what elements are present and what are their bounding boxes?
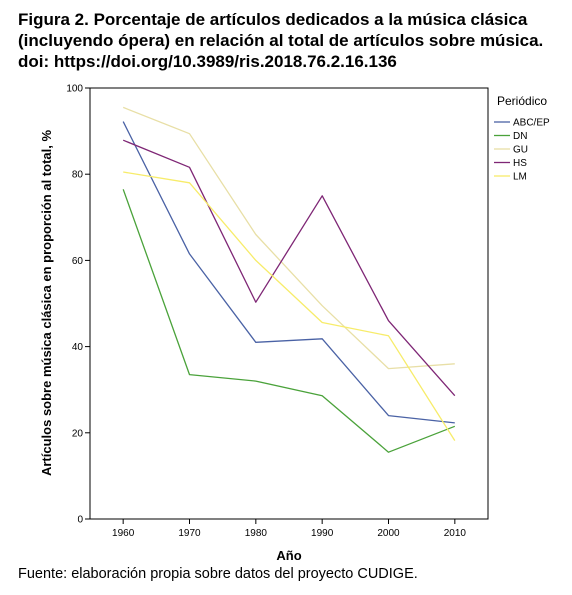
x-tick-label: 1980 [245,528,268,539]
x-tick-label: 1960 [112,528,135,539]
legend: Periódico ABC/EP DN GU HS LM [494,94,550,183]
x-axis-label: Año [276,548,301,563]
y-tick-label: 0 [77,515,83,526]
legend-title: Periódico [497,94,547,108]
y-tick-label: 20 [72,428,84,439]
x-tick-label: 1990 [311,528,334,539]
legend-label: GU [513,145,528,156]
series-line-hs [122,139,456,397]
y-tick-label: 40 [72,342,84,353]
y-tick-label: 80 [72,170,84,181]
series-line-abc-ep [122,121,455,424]
legend-label: DN [513,131,527,142]
x-tick-label: 2010 [444,528,467,539]
y-tick-label: 60 [72,256,84,267]
legend-label: HS [513,158,527,169]
series-lines [122,106,456,453]
plot-area [89,87,489,520]
y-axis-label: Artículos sobre música clásica en propor… [39,130,54,476]
legend-label: ABC/EP [513,118,550,129]
legend-label: LM [513,172,527,183]
series-line-dn [122,189,456,453]
y-tick-label: 100 [66,84,83,95]
x-tick-label: 1970 [178,528,201,539]
figure-source: Fuente: elaboración propia sobre datos d… [18,566,418,582]
series-line-gu [122,106,455,370]
figure-title: Figura 2. Porcentaje de artículos dedica… [18,10,544,71]
x-tick-label: 2000 [377,528,400,539]
axes: 0 20 40 60 80 100 1960 1970 1980 1990 2000 2010 [66,84,466,540]
series-line-lm [123,171,456,441]
